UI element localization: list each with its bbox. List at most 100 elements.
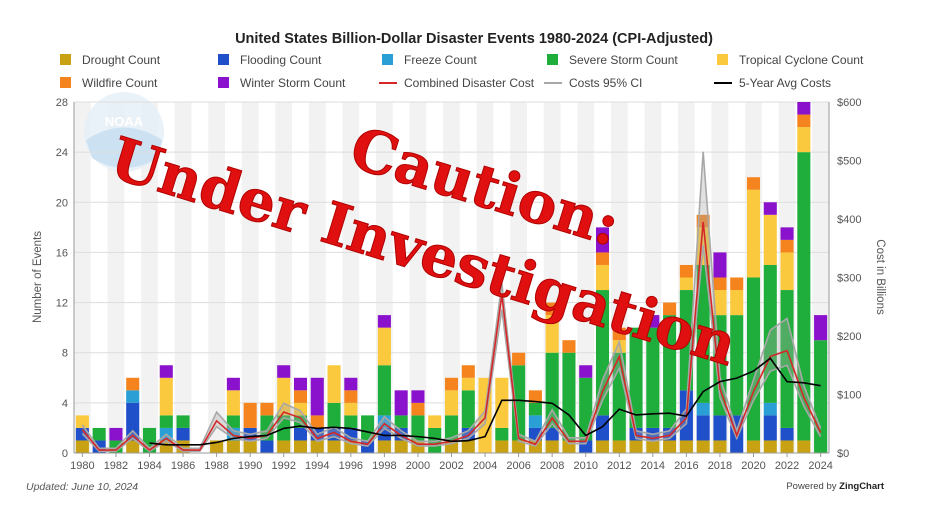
bar-winter-storm-count-1998[interactable] xyxy=(377,315,391,328)
bar-flooding-count-2018[interactable] xyxy=(713,415,727,441)
bar-flooding-count-2011[interactable] xyxy=(595,415,610,441)
bar-winter-storm-count-1992[interactable] xyxy=(277,365,291,378)
bar-drought-count-1995[interactable] xyxy=(327,440,341,453)
bar-winter-storm-count-1996[interactable] xyxy=(344,377,358,391)
bar-severe-storm-count-1989[interactable] xyxy=(226,415,240,428)
bar-freeze-count-2017[interactable] xyxy=(696,402,710,416)
bar-drought-count-1999[interactable] xyxy=(394,440,408,453)
bar-winter-storm-count-1999[interactable] xyxy=(394,390,408,416)
legend-item-tropical-cyclone-count[interactable]: Tropical Cyclone Count xyxy=(717,53,864,67)
bar-wildfire-count-2003[interactable] xyxy=(461,365,475,378)
bar-tropical-cyclone-count-2022[interactable] xyxy=(780,252,794,291)
bar-drought-count-2006[interactable] xyxy=(512,440,526,453)
bar-severe-storm-count-1997[interactable] xyxy=(361,415,375,441)
bar-drought-count-2005[interactable] xyxy=(495,440,509,453)
bar-tropical-cyclone-count-1980[interactable] xyxy=(75,415,89,428)
bar-wildfire-count-2022[interactable] xyxy=(780,239,794,253)
bar-drought-count-2014[interactable] xyxy=(646,440,660,453)
bar-drought-count-1989[interactable] xyxy=(226,440,240,453)
bar-drought-count-2011[interactable] xyxy=(595,440,610,453)
bar-severe-storm-count-2008[interactable] xyxy=(545,352,559,428)
bar-tropical-cyclone-count-2011[interactable] xyxy=(595,264,610,291)
bar-severe-storm-count-2023[interactable] xyxy=(797,152,811,441)
five-year-avg-line[interactable] xyxy=(149,357,821,446)
bar-wildfire-count-1991[interactable] xyxy=(260,402,274,416)
bar-flooding-count-2008[interactable] xyxy=(545,427,559,441)
bar-tropical-cyclone-count-1996[interactable] xyxy=(344,402,358,416)
bar-winter-storm-count-1993[interactable] xyxy=(293,377,308,391)
bar-drought-count-1980[interactable] xyxy=(75,440,89,453)
bar-severe-storm-count-1999[interactable] xyxy=(394,415,408,428)
bar-wildfire-count-2017[interactable] xyxy=(696,214,710,228)
bar-severe-storm-count-2005[interactable] xyxy=(495,427,509,441)
bar-drought-count-2013[interactable] xyxy=(629,440,643,453)
legend-item-combined-disaster-cost[interactable]: Combined Disaster Cost xyxy=(379,76,535,90)
bar-drought-count-2003[interactable] xyxy=(461,440,475,453)
bar-severe-storm-count-2007[interactable] xyxy=(528,402,542,416)
bar-wildfire-count-1994[interactable] xyxy=(310,415,324,428)
bar-drought-count-2008[interactable] xyxy=(545,440,559,453)
bar-freeze-count-1983[interactable] xyxy=(126,390,140,403)
bar-winter-storm-count-2024[interactable] xyxy=(814,315,828,341)
bar-drought-count-1983[interactable] xyxy=(126,440,140,453)
bar-drought-count-2016[interactable] xyxy=(679,440,693,453)
bar-winter-storm-count-1989[interactable] xyxy=(226,377,240,391)
legend-item-flooding-count[interactable]: Flooding Count xyxy=(218,53,322,67)
bar-severe-storm-count-1996[interactable] xyxy=(344,415,358,428)
bar-flooding-count-2022[interactable] xyxy=(780,427,794,441)
bar-wildfire-count-1983[interactable] xyxy=(126,377,140,391)
bar-tropical-cyclone-count-1993[interactable] xyxy=(293,402,308,416)
credit[interactable]: Powered by ZingChart xyxy=(786,481,885,492)
legend-item-costs-95-ci[interactable]: Costs 95% CI xyxy=(544,76,642,90)
bar-tropical-cyclone-count-1992[interactable] xyxy=(277,377,291,416)
bar-severe-storm-count-2017[interactable] xyxy=(696,264,710,403)
bar-flooding-count-2017[interactable] xyxy=(696,415,710,441)
bar-severe-storm-count-2013[interactable] xyxy=(629,327,643,428)
bar-drought-count-2020[interactable] xyxy=(746,440,761,453)
bar-tropical-cyclone-count-1989[interactable] xyxy=(226,390,240,416)
bar-wildfire-count-1993[interactable] xyxy=(293,390,308,403)
legend-item-severe-storm-count[interactable]: Severe Storm Count xyxy=(547,53,678,67)
bar-wildfire-count-2020[interactable] xyxy=(746,177,761,190)
bar-severe-storm-count-1986[interactable] xyxy=(176,415,190,428)
bar-tropical-cyclone-count-1995[interactable] xyxy=(327,365,341,403)
bar-tropical-cyclone-count-2016[interactable] xyxy=(679,277,693,291)
bar-severe-storm-count-1985[interactable] xyxy=(159,415,173,428)
bar-tropical-cyclone-count-2001[interactable] xyxy=(428,415,442,428)
bar-tropical-cyclone-count-2020[interactable] xyxy=(746,189,761,278)
bar-flooding-count-1983[interactable] xyxy=(126,402,140,441)
bar-drought-count-2021[interactable] xyxy=(763,440,777,453)
bar-tropical-cyclone-count-1985[interactable] xyxy=(159,377,173,416)
bar-winter-storm-count-2000[interactable] xyxy=(411,390,425,403)
bar-winter-storm-count-2014[interactable] xyxy=(646,315,660,328)
bar-winter-storm-count-1985[interactable] xyxy=(159,365,173,378)
bar-severe-storm-count-1995[interactable] xyxy=(327,402,341,428)
bar-tropical-cyclone-count-2002[interactable] xyxy=(444,390,459,416)
bar-freeze-count-2021[interactable] xyxy=(763,402,777,416)
bar-severe-storm-count-2014[interactable] xyxy=(646,327,660,428)
bar-tropical-cyclone-count-2023[interactable] xyxy=(797,127,811,153)
bar-wildfire-count-1996[interactable] xyxy=(344,390,358,403)
bar-drought-count-2012[interactable] xyxy=(612,440,626,453)
bar-flooding-count-1986[interactable] xyxy=(176,427,190,441)
bar-wildfire-count-2023[interactable] xyxy=(797,114,811,128)
bar-flooding-count-2007[interactable] xyxy=(528,427,542,441)
bar-tropical-cyclone-count-2005[interactable] xyxy=(495,377,509,428)
bar-winter-storm-count-1982[interactable] xyxy=(109,427,123,441)
bar-winter-storm-count-2011[interactable] xyxy=(595,227,610,253)
bar-wildfire-count-2015[interactable] xyxy=(663,302,677,316)
bar-wildfire-count-2002[interactable] xyxy=(444,377,459,391)
bar-wildfire-count-2016[interactable] xyxy=(679,264,693,278)
bar-severe-storm-count-2009[interactable] xyxy=(562,352,576,441)
bar-wildfire-count-2012[interactable] xyxy=(612,327,626,341)
bar-drought-count-2017[interactable] xyxy=(696,440,710,453)
bar-wildfire-count-2006[interactable] xyxy=(512,352,526,366)
bar-flooding-count-1991[interactable] xyxy=(260,440,274,453)
bar-winter-storm-count-2021[interactable] xyxy=(763,202,777,215)
bar-wildfire-count-2009[interactable] xyxy=(562,340,576,353)
bar-wildfire-count-2007[interactable] xyxy=(528,390,542,403)
bar-flooding-count-2021[interactable] xyxy=(763,415,777,441)
bar-tropical-cyclone-count-2019[interactable] xyxy=(730,290,744,316)
bar-drought-count-2015[interactable] xyxy=(663,440,677,453)
bar-wildfire-count-2000[interactable] xyxy=(411,402,425,416)
